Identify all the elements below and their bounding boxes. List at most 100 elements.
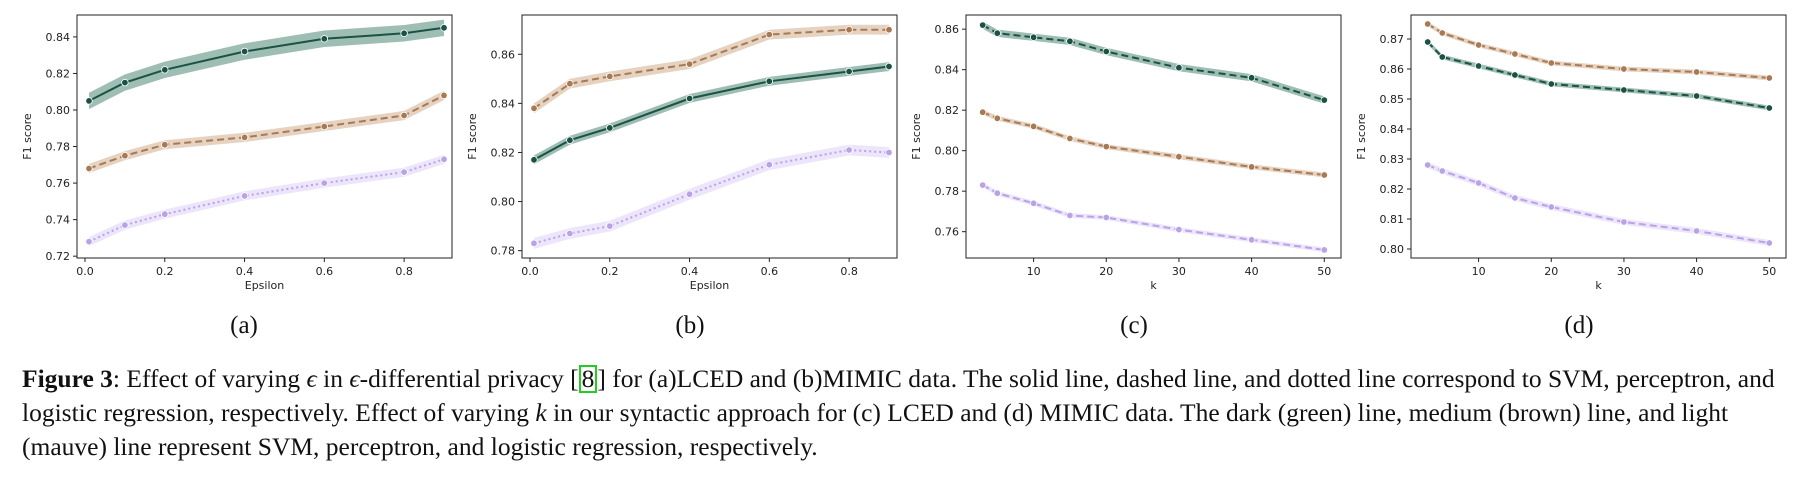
chart-c-logistic-point [1066, 211, 1074, 220]
chart-c-ylabel: F1 score [910, 113, 923, 160]
chart-b-perceptron-point [530, 104, 538, 112]
chart-d-svm-point [1765, 104, 1773, 112]
chart-d-xtick-label: 10 [1472, 265, 1486, 278]
chart-a-logistic-band [89, 154, 444, 247]
caption-k: k [535, 398, 547, 427]
chart-c-ytick-label: 0.78 [935, 185, 960, 198]
chart-b-perceptron-point [845, 26, 853, 34]
chart-b-ytick-label: 0.84 [491, 97, 516, 110]
chart-b-ytick-label: 0.86 [491, 48, 516, 61]
chart-a-ytick-label: 0.82 [46, 67, 71, 80]
chart-b-ytick-label: 0.80 [491, 196, 516, 209]
caption-epsilon-1: ϵ [306, 364, 317, 393]
chart-d-logistic-point [1474, 179, 1483, 187]
chart-b-svm-point [566, 136, 574, 144]
chart-d-perceptron-point [1438, 29, 1446, 37]
chart-b-svm-point [885, 62, 893, 71]
chart-a-logistic-point [440, 155, 448, 163]
chart-d-frame [1410, 14, 1787, 259]
chart-b-ytick-label: 0.78 [491, 245, 516, 258]
chart-d-ytick-label: 0.85 [1380, 93, 1405, 106]
chart-a-perceptron-point [240, 133, 249, 142]
chart-a-svm-point [240, 47, 249, 56]
chart-c-svm-point [979, 21, 987, 29]
chart-c-svm-point [1320, 96, 1328, 104]
chart-a-logistic-point [161, 210, 169, 218]
chart-d-ytick-label: 0.87 [1380, 33, 1405, 46]
chart-b-svm-point [765, 77, 773, 85]
chart-d-svm-point [1620, 86, 1628, 94]
chart-b-perceptron-band [534, 24, 889, 114]
chart-b-perceptron-point [606, 72, 614, 81]
chart-b-perceptron-point [566, 79, 574, 88]
chart-d-logistic-band [1427, 162, 1770, 246]
chart-c-logistic-point [1102, 213, 1110, 222]
chart-c-logistic-point [979, 181, 987, 189]
chart-c-logistic-point [1320, 246, 1328, 254]
caption-text-1: : Effect of varying [112, 364, 307, 393]
citation-link[interactable]: 8 [578, 365, 598, 393]
chart-a-perceptron-point [121, 151, 129, 160]
chart-c-ytick-label: 0.76 [935, 226, 960, 239]
chart-d-logistic-point [1620, 218, 1628, 226]
chart-d-perceptron-point [1692, 68, 1701, 76]
chart-d-xlabel: k [1595, 279, 1602, 292]
chart-d-ytick-label: 0.81 [1380, 213, 1405, 226]
chart-c-logistic-point [1247, 236, 1256, 244]
chart-c-logistic-point [1029, 199, 1038, 207]
chart-b-logistic-point [530, 239, 538, 247]
caption-text-5: in our syntactic approach for (c) LCED a… [22, 398, 1729, 461]
chart-d-logistic-point [1423, 161, 1432, 169]
panel-label-c: (c) [1120, 312, 1148, 339]
chart-c-logistic-point [993, 189, 1001, 197]
chart-d-perceptron-point [1423, 20, 1432, 28]
chart-d-svm-point [1547, 80, 1555, 88]
chart-c-perceptron-point [993, 114, 1001, 122]
chart-b-ytick-label: 0.82 [491, 146, 516, 159]
chart-d-perceptron-point [1511, 50, 1519, 58]
chart-a-ytick-label: 0.72 [46, 250, 71, 263]
chart-c-logistic-band [982, 182, 1325, 253]
caption-label: Figure 3 [22, 364, 113, 393]
caption-epsilon-2: ϵ [349, 364, 360, 393]
chart-c-svm-point [1066, 37, 1074, 45]
chart-b-logistic-line [533, 148, 890, 245]
chart-a-ylabel: F1 score [21, 113, 34, 160]
chart-c-perceptron-line [982, 111, 1325, 176]
chart-d-perceptron-point [1765, 74, 1773, 82]
chart-d-svm-point [1474, 62, 1483, 70]
figure-caption: Figure 3: Effect of varying ϵ in ϵ-diffe… [22, 362, 1798, 464]
chart-c-logistic-line [982, 184, 1325, 251]
chart-d-svm-band [1427, 39, 1770, 111]
chart-b-perceptron-point [685, 60, 694, 68]
chart-a-logistic-point [320, 179, 328, 187]
chart-c-ytick-label: 0.84 [935, 64, 960, 77]
chart-b-logistic-point [685, 190, 694, 198]
chart-c-svm-line [982, 24, 1325, 102]
panel-label-b: (b) [675, 312, 705, 339]
chart-d-perceptron-point [1474, 41, 1483, 49]
chart-c-perceptron-point [1175, 152, 1183, 161]
chart-d-xtick-label: 20 [1544, 265, 1558, 278]
chart-c-perceptron-point [1102, 142, 1110, 151]
chart-c-perceptron-point [1029, 122, 1038, 131]
chart-b-xtick-label: 0.8 [840, 265, 858, 278]
chart-d-logistic-point [1692, 227, 1701, 235]
caption-ref-close: ] [597, 364, 606, 393]
chart-c-ytick-label: 0.86 [935, 23, 960, 36]
chart-a-xtick-label: 0.6 [316, 265, 334, 278]
chart-b-svm-point [530, 156, 538, 164]
chart-d-svm-point [1438, 53, 1446, 61]
chart-a-ytick-label: 0.74 [46, 214, 71, 227]
chart-b-ylabel: F1 score [466, 113, 479, 160]
chart-d-perceptron-point [1620, 65, 1628, 73]
chart-c-perceptron-point [1247, 163, 1256, 171]
chart-b-logistic-point [606, 222, 614, 230]
chart-a-logistic-point [240, 192, 249, 200]
chart-c-svm-point [1175, 63, 1183, 72]
chart-d-logistic-point [1547, 203, 1555, 211]
chart-a-ytick-label: 0.78 [46, 141, 71, 154]
chart-a-logistic-point [121, 221, 129, 229]
chart-a-svm-point [400, 29, 408, 37]
